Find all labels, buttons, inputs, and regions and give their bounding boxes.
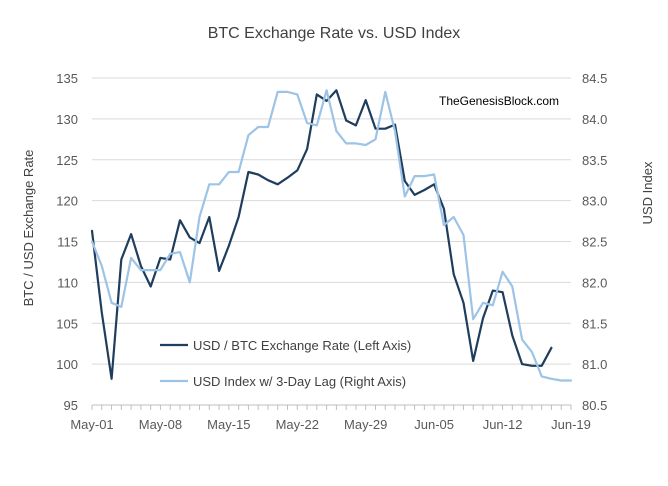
x-tick-label: Jun-19 — [551, 417, 591, 432]
x-tick-label: Jun-05 — [414, 417, 454, 432]
y-left-tick-label: 105 — [56, 316, 78, 331]
y-right-tick-label: 83.0 — [582, 194, 607, 209]
gridlines — [92, 77, 571, 365]
y-left-tick-label: 100 — [56, 357, 78, 372]
y-right-tick-label: 82.5 — [582, 235, 607, 250]
y-right-tick-label: 84.5 — [582, 71, 607, 86]
y-left-tick-label: 95 — [64, 398, 78, 413]
y-left-tick-label: 135 — [56, 71, 78, 86]
x-tick-label: May-22 — [276, 417, 319, 432]
y-left-tick-label: 130 — [56, 112, 78, 127]
y-left-tick-label: 115 — [57, 235, 78, 250]
y-axis-left-label: BTC / USD Exchange Rate — [21, 150, 36, 307]
watermark-text: TheGenesisBlock.com — [439, 94, 559, 108]
y-right-tick-label: 81.0 — [582, 357, 607, 372]
legend: USD / BTC Exchange Rate (Left Axis) USD I… — [160, 338, 411, 389]
x-tick-label: Jun-12 — [483, 417, 523, 432]
x-tick-label: May-29 — [344, 417, 387, 432]
x-tick-label: May-15 — [207, 417, 250, 432]
y-right-tick-label: 81.5 — [582, 316, 607, 331]
y-right-tick-label: 82.0 — [582, 275, 607, 290]
y-left-tick-label: 125 — [56, 153, 78, 168]
y-right-tick-label: 80.5 — [582, 398, 607, 413]
btc-exchange-rate-line — [90, 89, 553, 380]
chart-title: BTC Exchange Rate vs. USD Index — [208, 25, 461, 42]
x-tick-label: May-08 — [139, 417, 182, 432]
usd-index-line — [90, 89, 573, 382]
y-right-tick-label: 83.5 — [582, 153, 607, 168]
y-axis-right-label: USD Index — [640, 161, 655, 224]
y-right-tick-label: 84.0 — [582, 112, 607, 127]
x-tick-label: May-01 — [70, 417, 113, 432]
series-lines — [90, 89, 573, 382]
axes: 95 80.5 100 81.0 105 81.5 110 82.0 115 82.5 120 83.… — [56, 71, 607, 432]
y-left-tick-label: 110 — [57, 275, 78, 290]
legend-label: USD Index w/ 3-Day Lag (Right Axis) — [193, 374, 406, 389]
legend-label: USD / BTC Exchange Rate (Left Axis) — [193, 338, 411, 353]
y-left-tick-label: 120 — [56, 194, 78, 209]
